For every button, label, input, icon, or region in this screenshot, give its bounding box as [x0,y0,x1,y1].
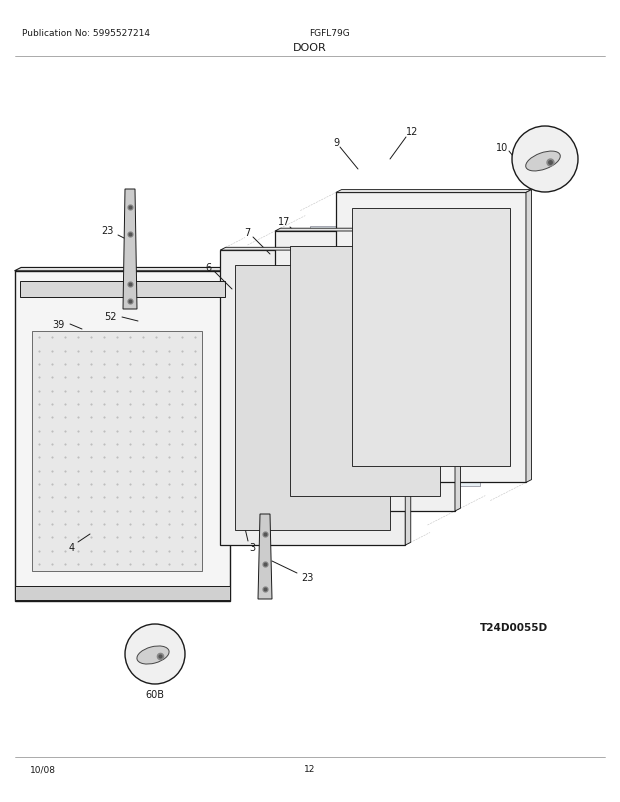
Text: 3: 3 [249,542,255,553]
Text: 10/08: 10/08 [30,764,56,774]
Polygon shape [275,232,455,512]
Text: Publication No: 5995527214: Publication No: 5995527214 [22,28,150,38]
Polygon shape [14,271,229,601]
Text: FGFL79G: FGFL79G [309,28,350,38]
Polygon shape [258,514,272,599]
Text: 12: 12 [304,764,316,774]
Text: 6: 6 [205,263,211,273]
Polygon shape [455,229,461,512]
Polygon shape [336,193,526,483]
Circle shape [512,127,578,192]
Polygon shape [14,268,236,271]
Polygon shape [526,190,531,483]
Text: 60B: 60B [141,652,159,661]
Polygon shape [352,209,510,467]
Polygon shape [336,190,531,193]
Polygon shape [275,229,461,232]
Polygon shape [405,248,410,545]
Text: 8: 8 [374,354,380,365]
Polygon shape [14,586,229,600]
Text: 4: 4 [69,542,75,553]
Polygon shape [220,251,405,545]
Text: 60B: 60B [146,689,164,699]
Text: T24D0055D: T24D0055D [480,622,548,632]
Text: eReplacementParts.com: eReplacementParts.com [242,410,368,419]
Polygon shape [257,261,417,510]
Text: 9: 9 [333,138,339,148]
Text: 39: 39 [52,320,64,330]
Ellipse shape [526,152,560,172]
Text: 52: 52 [104,312,117,322]
Polygon shape [19,282,224,298]
Text: 10: 10 [496,143,508,153]
Polygon shape [123,190,137,310]
Polygon shape [220,248,410,251]
Polygon shape [235,265,390,530]
Circle shape [125,624,185,684]
Text: 23: 23 [301,573,313,582]
Text: 17: 17 [278,217,290,227]
Text: DOOR: DOOR [293,43,327,53]
Polygon shape [290,247,440,496]
Text: 8: 8 [359,407,365,416]
Polygon shape [310,226,480,486]
Text: 23: 23 [101,225,113,236]
Text: 7: 7 [244,228,250,237]
Ellipse shape [137,646,169,664]
Text: 12: 12 [406,127,418,137]
Polygon shape [32,331,202,571]
Text: 10: 10 [521,150,534,160]
